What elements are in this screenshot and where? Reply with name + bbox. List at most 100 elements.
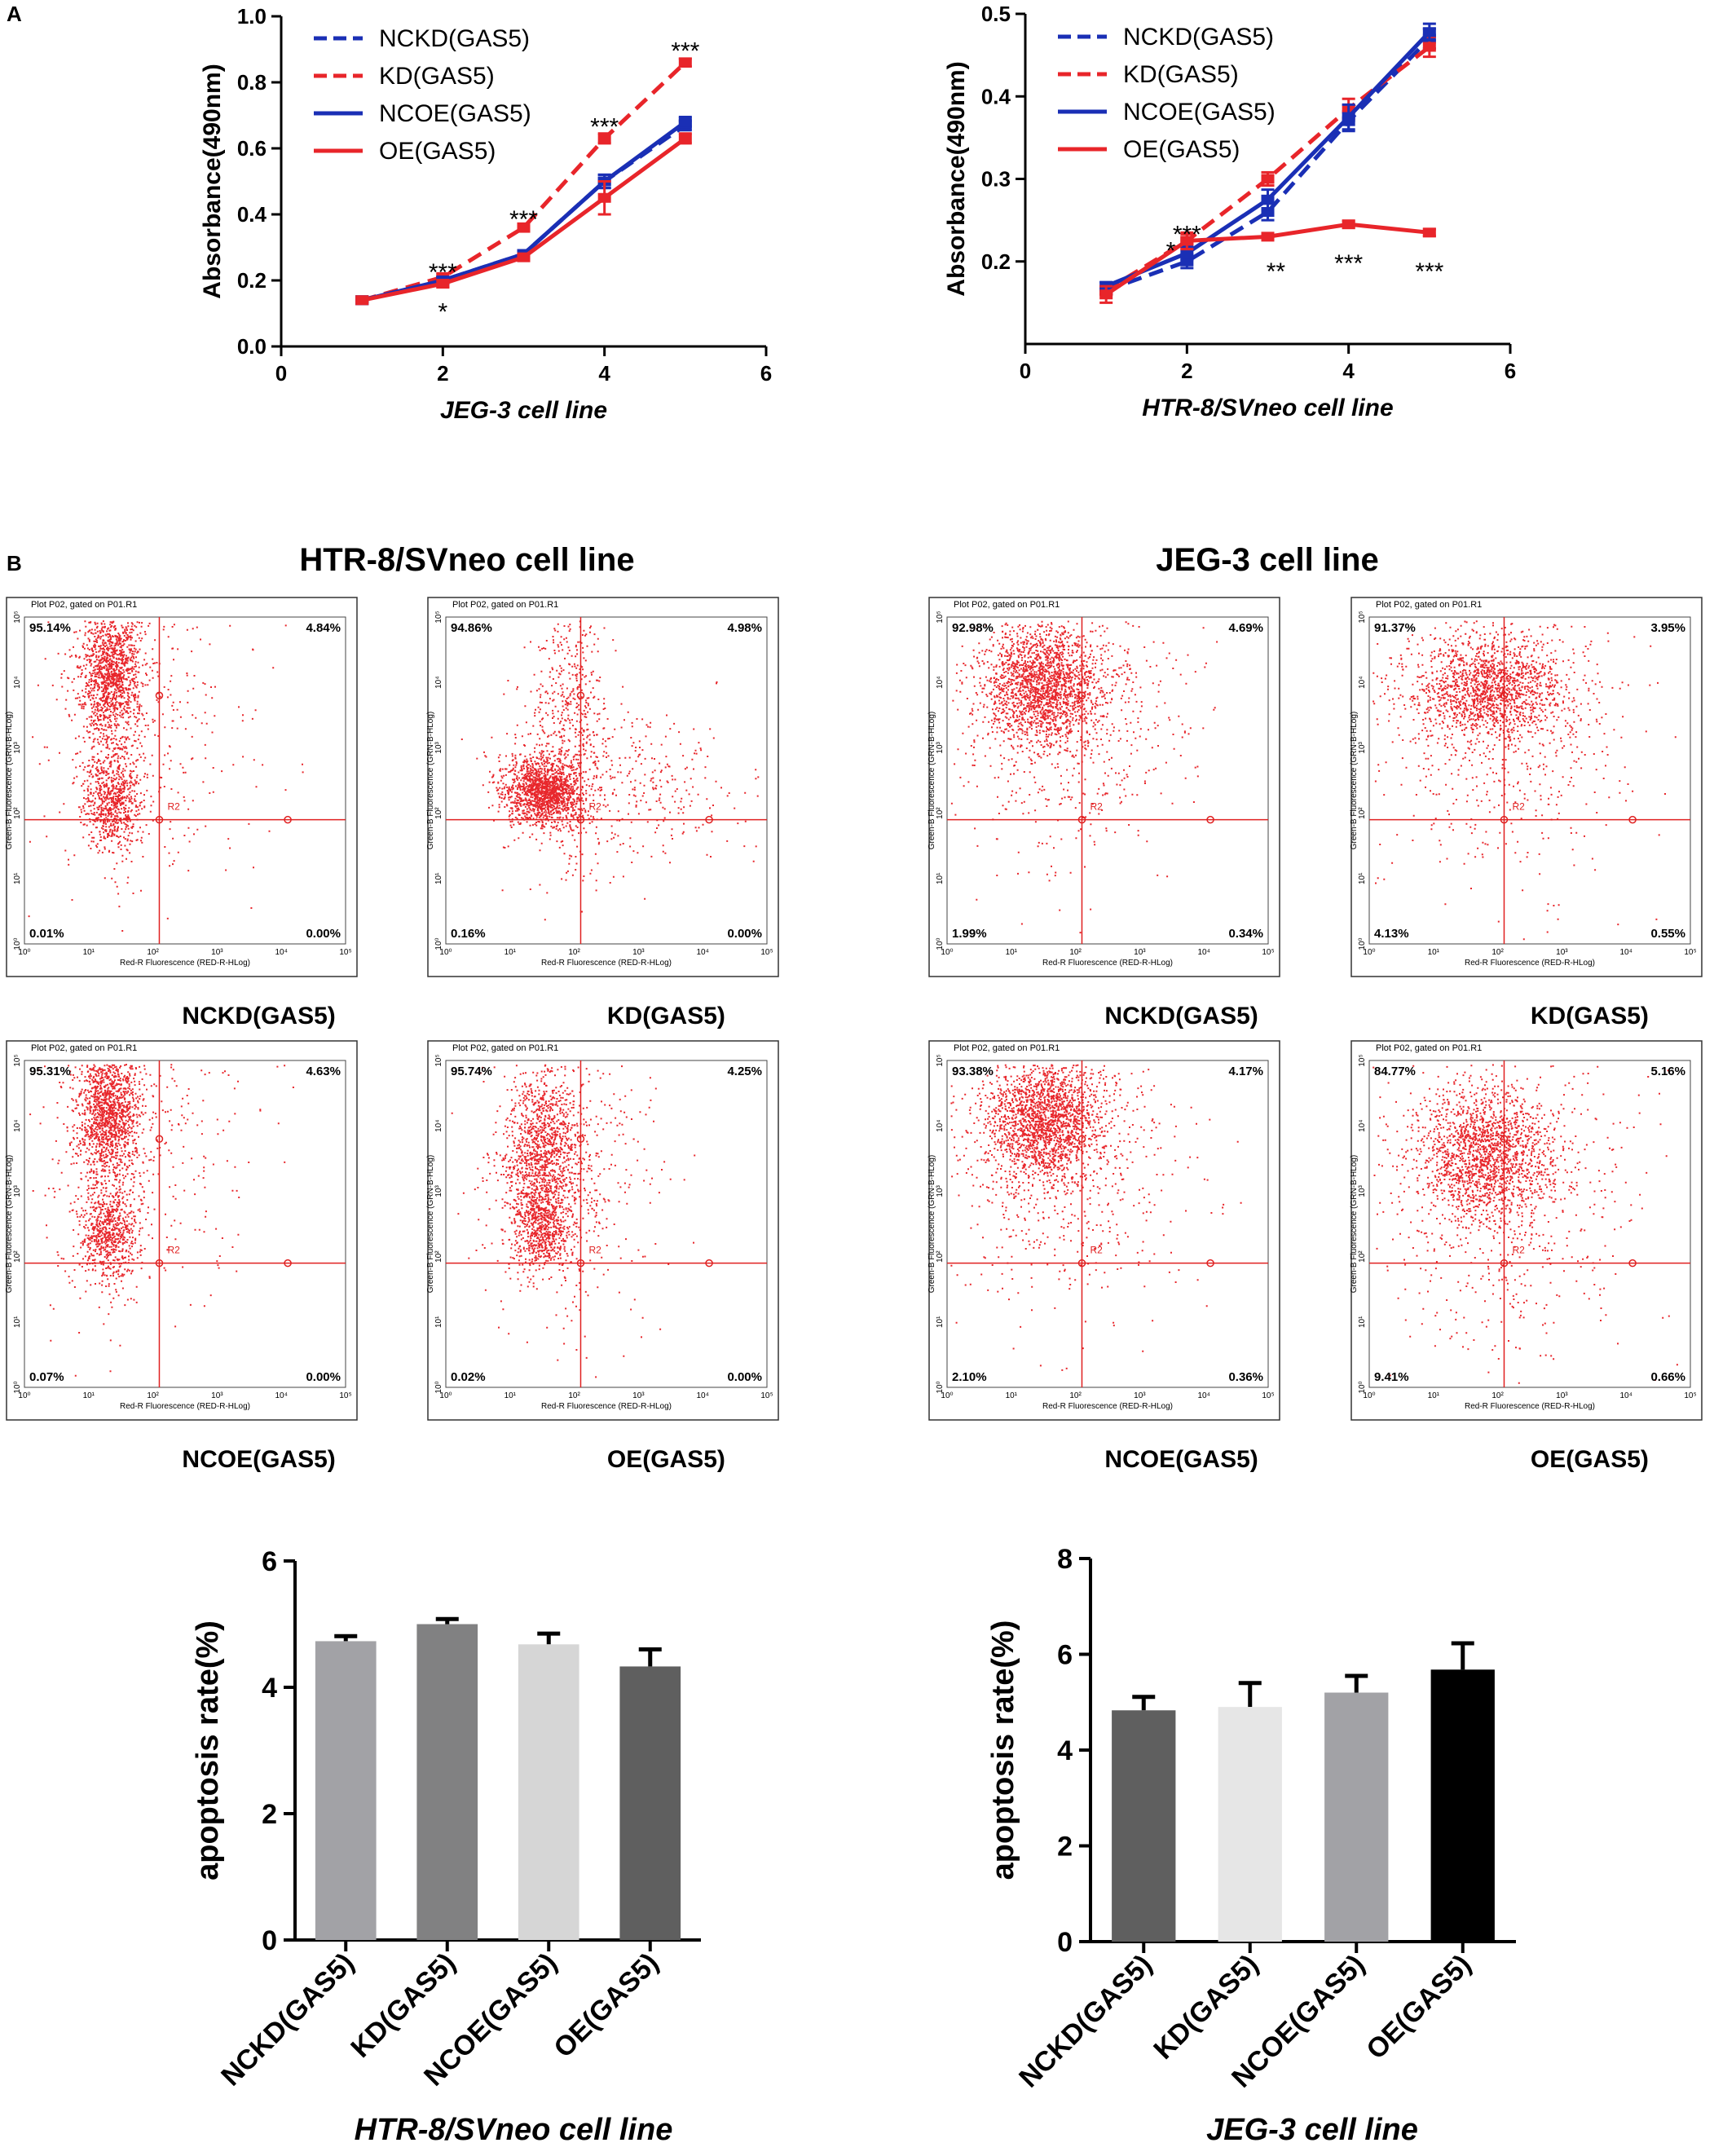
flow-plot-caption: NCOE(GAS5)	[182, 1446, 335, 1473]
y-tick-label: 2	[1057, 1832, 1073, 1863]
gate-handle	[1206, 1259, 1214, 1268]
quadrant-lower-right: 0.36%	[1228, 1370, 1263, 1384]
bar	[1430, 1669, 1495, 1942]
gate-handle	[284, 815, 292, 824]
flow-plot-area	[1368, 1060, 1691, 1388]
gate-handle	[576, 691, 585, 699]
flow-y-axis-label: Green-B Fluorescence (GRN-B-HLog)	[927, 1155, 936, 1294]
flow-plot-frame	[6, 1040, 358, 1421]
flow-x-axis-label: Red-R Fluorescence (RED-R-HLog)	[1042, 959, 1173, 968]
y-decade-label: 10¹	[13, 872, 22, 884]
x-category-label: OE(GAS5)	[1360, 1949, 1477, 2066]
x-decade-label: 10⁰	[941, 1391, 953, 1400]
x-decade-label: 10⁵	[339, 948, 351, 957]
y-axis-title: apoptosis rate(%)	[986, 1620, 1020, 1880]
gate-handle	[576, 815, 585, 824]
bar	[619, 1666, 681, 1940]
y-decade-label: 10⁵	[13, 1054, 22, 1066]
quadrant-upper-left: 95.74%	[451, 1065, 492, 1078]
x-axis-title: HTR-8/SVneo cell line	[1142, 395, 1393, 421]
flow-plot-header: Plot P02, gated on P01.R1	[452, 1043, 558, 1053]
flow-title-jeg3: JEG-3 cell line	[1156, 542, 1378, 578]
x-decade-label: 10²	[568, 948, 580, 957]
x-decade-label: 10⁰	[439, 948, 452, 957]
significance-marker: **	[1267, 258, 1286, 285]
scatter-dot-cloud	[950, 620, 1218, 934]
gate-label: R2	[167, 801, 180, 813]
quadrant-upper-right: 4.84%	[306, 621, 341, 635]
flow-plot-area	[1368, 616, 1691, 945]
y-decade-label: 10³	[13, 742, 22, 754]
flow-plot-frame	[6, 597, 358, 977]
flow-plot-area	[24, 616, 346, 945]
quadrant-lower-left: 0.01%	[29, 927, 64, 941]
y-decade-label: 10⁵	[434, 1054, 443, 1066]
data-point	[1342, 112, 1355, 122]
x-decade-label: 10³	[632, 1391, 645, 1400]
gate-handle	[1077, 691, 1086, 699]
y-decade-label: 10³	[1358, 1185, 1367, 1197]
flow-x-axis-label: Red-R Fluorescence (RED-R-HLog)	[120, 959, 250, 968]
gate-handle	[1500, 1135, 1509, 1143]
flow-plot-caption: NCKD(GAS5)	[1104, 1003, 1258, 1030]
x-decade-label: 10⁴	[696, 948, 708, 957]
significance-marker: ***	[1334, 250, 1363, 277]
x-decade-label: 10²	[1491, 1391, 1504, 1400]
quadrant-upper-left: 92.98%	[952, 621, 994, 635]
gate-label: R2	[167, 1245, 180, 1256]
quadrant-lower-left: 4.13%	[1374, 927, 1409, 941]
x-axis-title: JEG-3 cell line	[440, 397, 607, 424]
x-decade-label: 10¹	[1006, 1391, 1018, 1400]
bar	[416, 1624, 478, 1940]
legend-label: OE(GAS5)	[1123, 136, 1240, 163]
gate-handle	[1077, 1259, 1086, 1268]
bar-chart-jeg3: 0 2 4 6 8 apoptosis rate(%) NCKD(GAS5)KD(GAS5)…	[986, 1544, 1516, 2147]
data-point	[1342, 219, 1355, 230]
y-axis-title: apoptosis rate(%)	[191, 1620, 225, 1880]
y-decade-label: 10⁰	[13, 1381, 22, 1393]
data-point	[1261, 231, 1275, 242]
y-decade-label: 10⁴	[13, 676, 22, 688]
gate-handle	[705, 1259, 713, 1268]
x-category-label: NCKD(GAS5)	[1013, 1949, 1158, 2094]
y-tick-label: 0	[262, 1925, 277, 1956]
flow-y-axis-label: Green-B Fluorescence (GRN-B-HLog)	[5, 712, 14, 850]
y-decade-label: 10²	[1358, 1250, 1367, 1263]
y-decade-label: 10⁰	[1358, 1381, 1367, 1393]
data-point	[1261, 174, 1275, 184]
x-decade-label: 10⁰	[18, 948, 30, 957]
quadrant-lower-right: 0.00%	[306, 1370, 341, 1384]
x-decade-label: 10⁰	[1363, 1391, 1375, 1400]
quadrant-lower-left: 0.07%	[29, 1370, 64, 1384]
x-decade-label: 10¹	[504, 948, 517, 957]
x-decade-label: 10⁵	[760, 948, 773, 957]
y-decade-label: 10⁴	[434, 1119, 443, 1131]
quadrant-lower-right: 0.66%	[1650, 1370, 1685, 1384]
flow-y-axis-label: Green-B Fluorescence (GRN-B-HLog)	[927, 712, 936, 850]
quadrant-upper-left: 91.37%	[1374, 621, 1416, 635]
flow-plot-caption: NCOE(GAS5)	[1104, 1446, 1258, 1473]
x-tick-label: 4	[1342, 359, 1355, 383]
y-tick-label: 6	[1057, 1640, 1073, 1671]
gate-label: R2	[1090, 801, 1103, 813]
legend-label: NCKD(GAS5)	[379, 25, 530, 52]
scatter-dot-cloud	[460, 620, 760, 921]
flow-plot-area	[24, 1060, 346, 1388]
x-decade-label: 10³	[1134, 1391, 1146, 1400]
x-tick-label: 4	[598, 361, 610, 386]
gate-handle	[1500, 691, 1509, 699]
flow-y-axis-label: Green-B Fluorescence (GRN-B-HLog)	[1350, 712, 1359, 850]
y-tick-label: 4	[262, 1673, 277, 1704]
scatter-dot-cloud	[950, 1064, 1242, 1371]
quadrant-upper-right: 4.25%	[727, 1065, 762, 1078]
gate-handle	[576, 1259, 585, 1268]
flow-plot-header: Plot P02, gated on P01.R1	[1376, 600, 1482, 610]
flow-plot-caption: OE(GAS5)	[1531, 1446, 1649, 1473]
legend-label: NCOE(GAS5)	[379, 100, 531, 127]
y-tick-label: 0.3	[981, 167, 1011, 192]
y-decade-label: 10¹	[434, 1316, 443, 1328]
scatter-dot-cloud	[451, 1064, 696, 1378]
quadrant-lower-right: 0.55%	[1650, 927, 1685, 941]
gate-handle	[284, 1259, 292, 1268]
